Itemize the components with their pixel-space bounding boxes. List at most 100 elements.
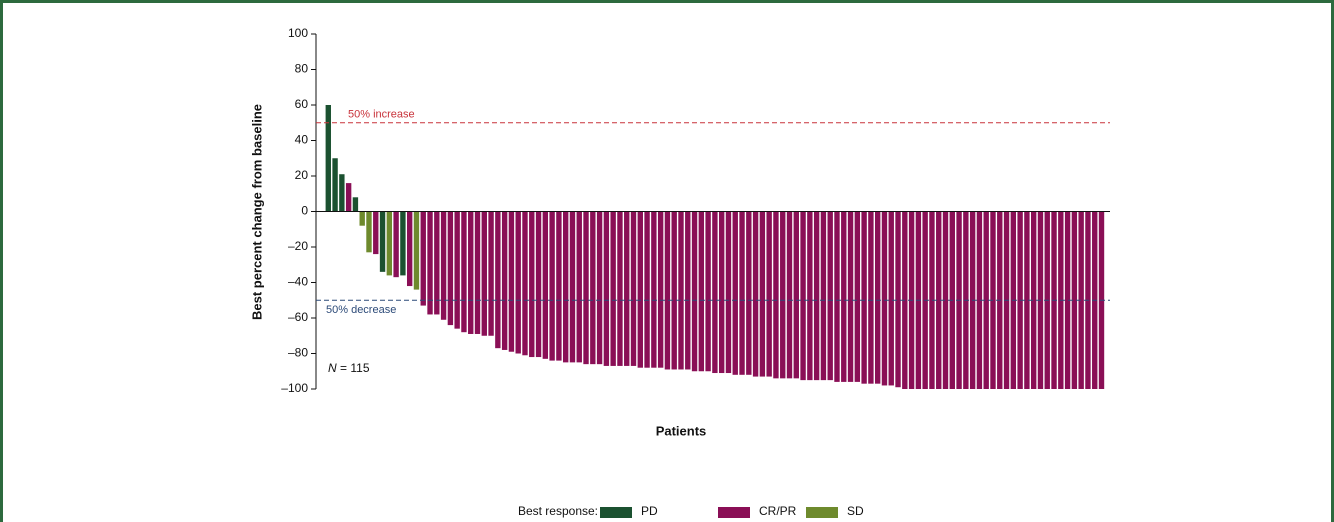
legend-label: PD [641,504,658,518]
bar [427,211,433,315]
bar [705,211,711,372]
bar [847,211,854,382]
bar [725,211,732,374]
bar [339,174,345,212]
bar [535,211,542,358]
bar [393,211,399,278]
bar [657,211,664,368]
bar [854,211,861,382]
bar [501,211,508,350]
bar [556,211,562,361]
bar [1064,211,1071,389]
bar [522,211,528,356]
bar [603,211,610,366]
bar [434,211,440,315]
bar [712,211,718,374]
y-tick-label: –40 [288,275,308,289]
bar [481,211,487,336]
bar [359,211,365,226]
y-tick-label: 40 [295,133,309,147]
bar [400,211,406,276]
bar [440,211,447,320]
bar [671,211,677,370]
y-tick-label: –80 [288,346,308,360]
legend-label: SD [847,504,864,518]
bar [529,211,535,358]
y-tick-label: 80 [295,62,309,76]
bar [732,211,738,375]
bar [881,211,888,386]
bar [1024,211,1030,389]
bar [868,211,874,384]
x-axis-label: Patients [656,423,707,438]
bar [549,211,555,361]
bar [454,211,460,329]
bar [596,211,603,365]
legend-swatch [806,507,838,518]
bar [474,211,481,334]
y-tick-label: –20 [288,239,308,253]
bar [515,211,521,354]
bar [841,211,847,382]
bar [888,211,894,386]
bar [746,211,752,375]
bar [420,211,426,306]
bar [691,211,698,372]
bar [983,211,989,389]
sample-size: N = 115 [328,361,370,375]
bar [637,211,643,368]
bar [508,211,515,352]
bar [800,211,806,381]
y-axis-label: Best percent change from baseline [249,104,264,320]
bar [820,211,827,381]
bar [780,211,786,379]
y-tick-label: 60 [295,97,309,111]
bar [813,211,820,381]
bar [630,211,637,366]
bar [793,211,799,379]
bar [759,211,766,377]
reference-label: 50% decrease [326,304,396,316]
bar [942,211,949,389]
bar [325,105,331,212]
bar [929,211,935,389]
legend-title: Best response: [518,504,598,518]
bar [786,211,793,379]
bar [678,211,684,370]
bar [976,211,983,389]
bar [332,158,338,212]
bar [664,211,671,370]
y-tick-label: 0 [301,204,308,218]
bar [895,211,901,388]
legend-label: CR/PR [759,504,797,518]
reference-label: 50% increase [348,109,415,121]
bar [861,211,867,384]
bar [644,211,650,368]
y-tick-label: 20 [295,168,309,182]
bar [345,183,352,212]
bar [936,211,942,389]
bar [718,211,725,374]
bar [685,211,691,370]
bar [773,211,779,379]
bar [583,211,589,365]
bar [468,211,474,334]
bar [542,211,549,359]
bar [447,211,454,326]
bar [651,211,657,368]
y-tick-label: –100 [281,381,308,395]
y-tick-label: –60 [288,310,308,324]
bar [1071,211,1078,389]
bar [461,211,467,333]
bar [624,211,630,366]
bar [406,211,413,287]
bar [610,211,616,366]
bar [874,211,881,384]
y-tick-label: 100 [288,26,308,40]
bar [590,211,596,365]
bar [698,211,705,372]
bar [752,211,759,377]
sample-size-text: = 115 [340,361,370,375]
